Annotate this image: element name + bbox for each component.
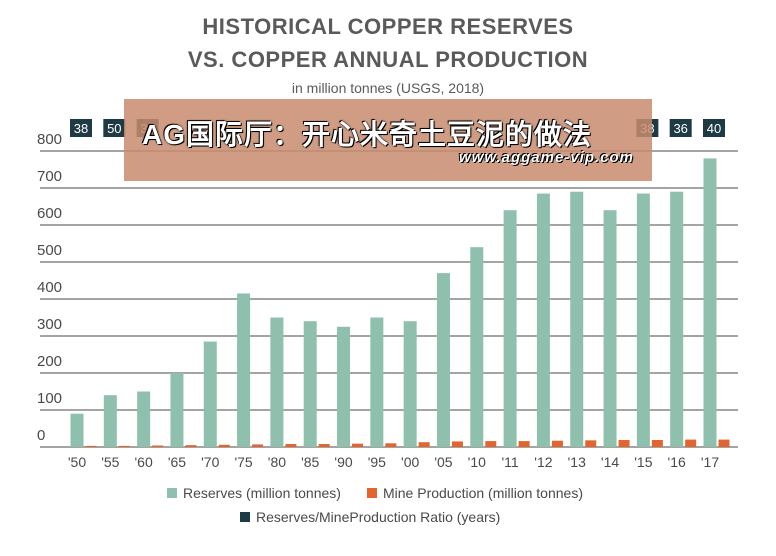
x-tick-label: '60: [135, 454, 153, 470]
y-tick-label: 400: [37, 279, 62, 296]
production-bar: [285, 444, 297, 447]
chart-title: HISTORICAL COPPER RESERVES: [202, 14, 574, 39]
reserves-bar: [670, 191, 684, 447]
production-bar: [418, 442, 430, 447]
watermark-text: AG国际厅：开心米奇土豆泥的做法: [142, 119, 593, 150]
reserves-bar: [303, 321, 317, 447]
legend-swatch-reserves: [167, 488, 177, 498]
reserves-bar: [237, 293, 251, 447]
production-bar: [352, 443, 364, 447]
ratio-box: [103, 119, 126, 137]
production-bar: [651, 439, 663, 447]
ratio-label: 36: [673, 121, 687, 136]
production-bar: [685, 439, 697, 447]
production-bar: [485, 441, 497, 447]
reserves-bar: [570, 191, 584, 447]
x-tick-label: '00: [401, 454, 419, 470]
production-bar: [85, 445, 97, 447]
production-bar: [118, 445, 130, 447]
y-tick-labels: 0 100 200 300 400 500 600 700 800: [37, 131, 62, 444]
reserves-bar: [170, 373, 184, 447]
y-tick-label: 600: [37, 205, 62, 222]
legend-label-reserves: Reserves (million tonnes): [183, 485, 341, 501]
ratio-box: [70, 119, 92, 137]
y-tick-label: 100: [37, 390, 62, 407]
production-bar: [385, 443, 397, 447]
ratio-label: 40: [707, 121, 721, 136]
x-tick-label: '14: [601, 454, 619, 470]
x-tick-label: '85: [301, 454, 319, 470]
production-bar: [218, 444, 230, 447]
ratio-label: 38: [74, 121, 88, 136]
production-bar: [718, 439, 730, 447]
x-tick-label: '13: [568, 454, 586, 470]
ratio-label: 50: [107, 121, 121, 136]
reserves-bar: [470, 247, 484, 447]
reserves-bar: [270, 317, 284, 447]
reserves-bar: [636, 193, 650, 447]
x-tick-label: '17: [701, 454, 719, 470]
legend-item-ratio: Reserves/MineProduction Ratio (years): [240, 509, 500, 525]
x-tick-label: '15: [634, 454, 652, 470]
y-tick-label: 700: [37, 168, 62, 185]
production-bar: [618, 439, 630, 447]
production-bar: [518, 441, 530, 447]
chart-title-line2: VS. COPPER ANNUAL PRODUCTION: [187, 47, 589, 72]
production-bar: [152, 445, 164, 447]
x-tick-label: '95: [368, 454, 386, 470]
x-tick-label: '55: [101, 454, 119, 470]
legend-item-reserves: Reserves (million tonnes): [167, 485, 341, 501]
reserves-bar: [137, 391, 151, 447]
y-tick-label: 800: [37, 131, 62, 148]
x-tick-label: '80: [268, 454, 286, 470]
y-tick-label: 200: [37, 353, 62, 370]
reserves-bar: [370, 317, 384, 447]
production-bar: [585, 440, 597, 447]
chart-subtitle: in million tonnes (USGS, 2018): [291, 80, 485, 96]
y-tick-label: 500: [37, 242, 62, 259]
reserves-bar: [603, 210, 617, 447]
x-tick-label: '90: [334, 454, 352, 470]
x-tick-label: '12: [534, 454, 552, 470]
reserves-bar: [403, 321, 417, 447]
reserves-bar: [337, 326, 351, 447]
reserves-bar: [103, 395, 117, 447]
reserves-bar: [203, 341, 217, 447]
production-bar: [185, 445, 197, 447]
x-tick-label: '75: [234, 454, 252, 470]
x-tick-label: '05: [434, 454, 452, 470]
y-tick-label: 300: [37, 316, 62, 333]
legend-label-ratio: Reserves/MineProduction Ratio (years): [256, 509, 501, 525]
legend-swatch-production: [367, 488, 377, 498]
legend-item-production: Mine Production (million tonnes): [367, 485, 583, 501]
ratio-box: [669, 119, 692, 137]
x-tick-label: '11: [501, 454, 518, 470]
reserves-bar: [536, 193, 550, 447]
x-tick-label: '70: [201, 454, 219, 470]
x-tick-label: '10: [468, 454, 486, 470]
watermark-banner: AG国际厅：开心米奇土豆泥的做法 www.aggame-vip.com: [124, 99, 652, 181]
x-tick-label: '65: [168, 454, 186, 470]
x-tick-labels: '50 '55 '60 '65 '70 '75 '80 '85 '90 '95 '00 '05 '10 '…: [68, 454, 719, 470]
x-tick-label: '16: [668, 454, 686, 470]
reserves-bar: [436, 273, 450, 447]
production-bar: [318, 444, 330, 447]
watermark-url: www.aggame-vip.com: [459, 149, 634, 166]
bars: [70, 158, 730, 447]
ratio-box: [703, 119, 725, 137]
production-bar: [451, 441, 463, 447]
reserves-bar: [503, 210, 517, 447]
reserves-bar: [703, 158, 717, 447]
production-bar: [252, 444, 264, 447]
y-tick-label: 0: [37, 427, 45, 444]
legend-label-production: Mine Production (million tonnes): [383, 485, 583, 501]
x-tick-label: '50: [68, 454, 86, 470]
production-bar: [551, 440, 563, 447]
reserves-bar: [70, 413, 84, 447]
legend-swatch-ratio: [240, 512, 250, 522]
